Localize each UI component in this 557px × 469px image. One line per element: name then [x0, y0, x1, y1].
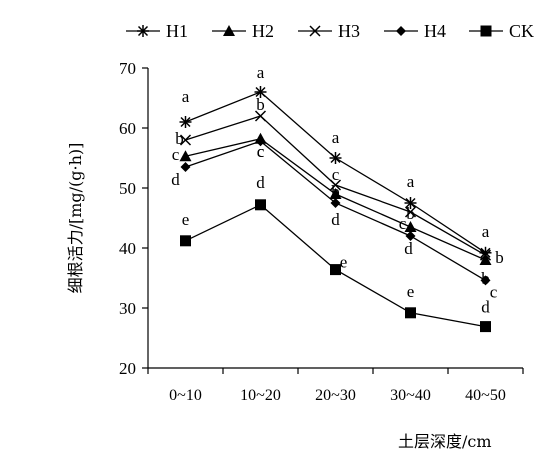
legend-item-ck: CK [469, 21, 534, 41]
y-tick-label: 50 [119, 179, 136, 198]
significance-label-h4: d [331, 210, 340, 229]
data-point-h2 [329, 188, 342, 199]
significance-label-ck: d [256, 173, 265, 192]
significance-label-h4: c [257, 142, 265, 161]
legend-marker [309, 25, 321, 37]
significance-label-h2: c [257, 142, 265, 161]
legend-label: H1 [166, 21, 188, 41]
data-point-h3 [404, 206, 417, 218]
y-axis-title: 细根活力/[mg/(g·h)] [66, 143, 85, 294]
significance-label-h2: b [481, 269, 490, 288]
significance-label-h4: d [171, 170, 180, 189]
y-tick-label: 40 [119, 239, 136, 258]
data-point-h1 [404, 197, 417, 209]
data-point-h3 [329, 179, 342, 191]
x-tick-label: 10~20 [240, 387, 281, 404]
data-point-ck [330, 264, 341, 276]
data-point-h4 [405, 231, 416, 241]
significance-label-h1: a [257, 63, 265, 82]
significance-label-h2: c [399, 214, 407, 233]
axes [147, 68, 523, 369]
significance-label-h1: a [332, 128, 340, 147]
legend-marker [137, 25, 149, 37]
series-group [179, 86, 492, 333]
data-point-h1 [329, 152, 342, 164]
data-point-h4 [330, 198, 341, 208]
legend-label: H3 [338, 21, 360, 41]
significance-label-h1: a [407, 172, 415, 191]
significance-label-h3: b [406, 204, 415, 223]
x-tick-label: 0~10 [169, 387, 202, 404]
data-point-h2 [179, 150, 192, 162]
significance-label-h2: c [172, 145, 180, 164]
data-point-h1 [254, 86, 267, 98]
legend-marker [396, 26, 406, 36]
legend-marker [480, 25, 492, 37]
significance-label-h4: c [490, 282, 498, 301]
data-point-ck [405, 307, 416, 319]
data-point-h3 [254, 110, 267, 122]
significance-label-ck: e [407, 282, 415, 301]
x-axis-title: 土层深度/cm [398, 432, 492, 451]
y-tick-label: 30 [119, 299, 136, 318]
significance-label-ck: e [182, 210, 190, 229]
x-tick-label: 30~40 [390, 387, 431, 404]
legend-item-h3: H3 [298, 21, 360, 41]
data-point-h3 [479, 249, 492, 261]
data-point-h1 [179, 116, 192, 128]
y-ticks: 20 30 40 50 60 70 [119, 59, 148, 378]
significance-label-h2: c [332, 165, 340, 184]
y-tick-label: 70 [119, 59, 136, 78]
significance-label-h3: b [331, 182, 340, 201]
data-point-h4 [255, 136, 266, 147]
significance-label-ck: e [340, 253, 348, 272]
x-ticks: 0~10 10~20 20~30 30~40 40~50 [147, 368, 524, 404]
significance-label-h1: a [182, 87, 190, 106]
data-point-ck [480, 321, 491, 333]
significance-label-h1: a [482, 222, 490, 241]
y-tick-label: 60 [119, 119, 136, 138]
data-point-h3 [179, 134, 192, 146]
legend-label: CK [509, 21, 534, 41]
legend-marker [223, 25, 235, 36]
data-point-h4 [180, 162, 191, 172]
data-point-h2 [479, 254, 492, 265]
legend-item-h2: H2 [212, 21, 274, 41]
significance-label-h3: b [175, 129, 184, 148]
legend-item-h1: H1 [126, 21, 188, 41]
data-point-h2 [404, 221, 417, 232]
significance-label-h3: b [495, 248, 504, 267]
significance-label-ck: d [481, 298, 490, 317]
y-tick-label: 20 [119, 359, 136, 378]
data-point-ck [255, 199, 266, 211]
legend-item-h4: H4 [384, 21, 446, 41]
x-tick-label: 20~30 [315, 387, 356, 404]
data-point-ck [180, 235, 191, 247]
legend: H1 H2 H3 H4 CK [126, 21, 534, 41]
x-tick-label: 40~50 [465, 387, 506, 404]
data-point-h4 [480, 275, 491, 286]
significance-label-h3: b [256, 95, 265, 114]
significance-label-h4: d [404, 239, 413, 258]
legend-label: H4 [424, 21, 446, 41]
legend-label: H2 [252, 21, 274, 41]
